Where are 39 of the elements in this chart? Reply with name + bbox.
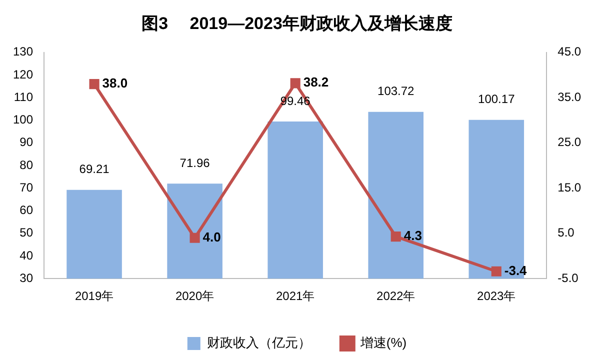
chart-title: 图3 2019—2023年财政收入及增长速度 [142, 14, 452, 33]
data-label: 103.72 [378, 84, 415, 98]
y2-tick-label: 15.0 [558, 180, 582, 194]
x-tick-label: 2022年 [376, 289, 416, 304]
data-label: 71.96 [180, 156, 210, 170]
y-tick-label: 90 [20, 135, 34, 150]
y2-tick-label: 5.0 [558, 226, 575, 240]
y-tick-label: 30 [20, 270, 34, 285]
data-label: 4.0 [202, 229, 221, 244]
legend-label: 财政收入（亿元） [206, 335, 311, 350]
point [89, 79, 100, 90]
point [290, 78, 300, 88]
y-tick-label: 100 [12, 112, 34, 127]
data-label: -3.4 [504, 262, 528, 278]
y-tick-label: 110 [14, 90, 34, 104]
y-tick-label: 40 [20, 248, 34, 262]
data-label: 38.0 [102, 76, 128, 91]
y2-tick-label: 25.0 [558, 135, 582, 150]
data-label: 4.3 [404, 228, 422, 244]
data-label: 69.21 [79, 162, 110, 176]
x-tick-label: 2019年 [74, 289, 114, 304]
data-label: 100.17 [478, 92, 516, 106]
point [491, 266, 502, 276]
y2-tick-label: 45.0 [558, 44, 582, 59]
y2-tick-label: 35.0 [558, 90, 582, 104]
y2-tick-label: -5.0 [558, 270, 579, 285]
legend-label: 增速(%) [359, 335, 407, 350]
y-tick-label: 80 [20, 158, 34, 172]
point [190, 232, 200, 243]
data-label: 38.2 [303, 74, 329, 90]
point [390, 231, 401, 242]
x-tick-label: 2021年 [276, 289, 315, 304]
y-tick-label: 70 [20, 180, 34, 194]
x-tick-label: 2023年 [477, 289, 516, 304]
x-tick-label: 2020年 [175, 289, 214, 304]
y-tick-label: 130 [12, 44, 34, 59]
y-tick-label: 60 [20, 203, 34, 218]
y-tick-label: 120 [12, 67, 34, 82]
y-tick-label: 50 [20, 226, 34, 240]
